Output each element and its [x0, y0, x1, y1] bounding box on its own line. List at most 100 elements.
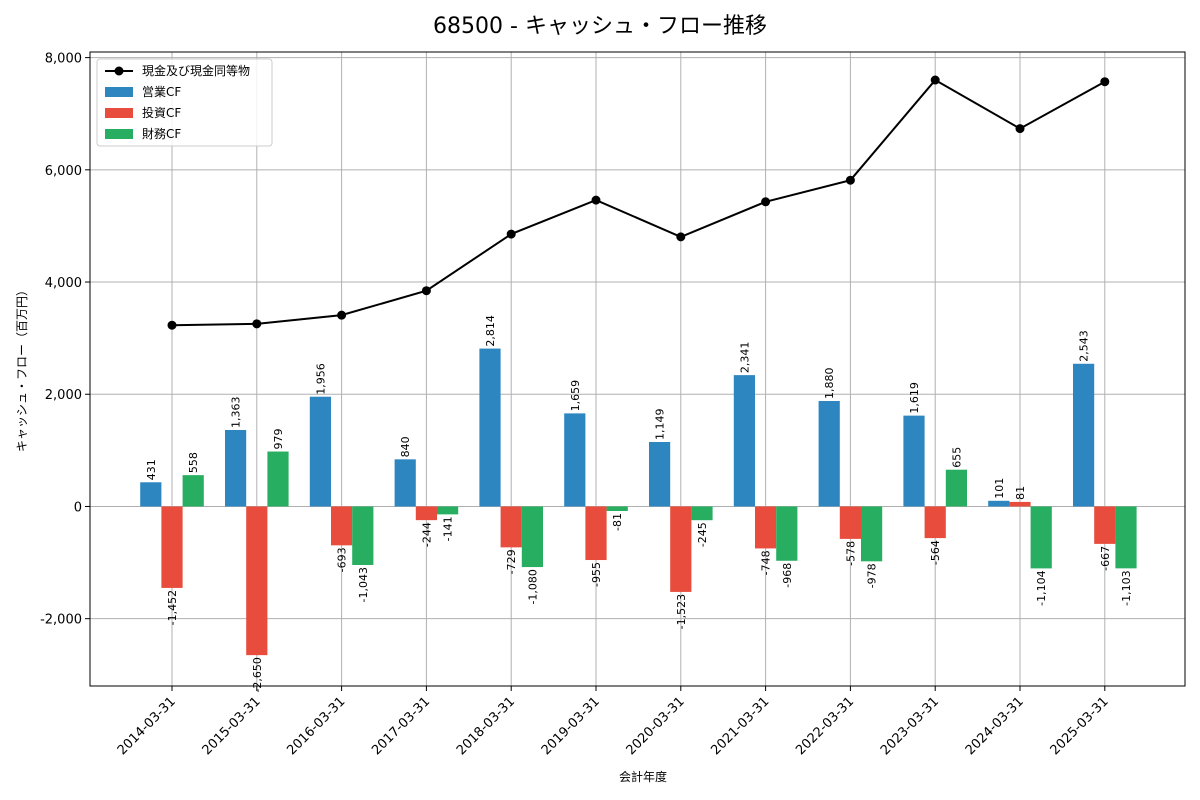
legend-label: 営業CF	[142, 85, 181, 99]
bar-value-label: 2,543	[1078, 330, 1091, 362]
y-tick-label: 6,000	[45, 164, 82, 179]
labels-layer: 431 1,363 1,956 840 2,814 1,659 1,149 2,341 1,88…	[145, 315, 1133, 693]
bar-value-label: -748	[760, 550, 773, 575]
bar-value-label: -245	[696, 522, 709, 547]
bar	[479, 348, 501, 507]
x-tick-label: 2024-03-31	[963, 694, 1027, 758]
bar	[1115, 506, 1137, 569]
bar-value-label: 1,956	[314, 363, 327, 395]
bar-value-label: -564	[929, 540, 942, 565]
bar-value-label: 1,363	[230, 396, 243, 428]
x-tick-label: 2015-03-31	[200, 694, 264, 758]
bar-value-label: -1,103	[1120, 570, 1133, 605]
bars-layer	[140, 348, 1137, 656]
bar-value-label: 840	[399, 436, 412, 457]
bar	[352, 506, 374, 565]
y-tick-label: 2,000	[45, 388, 82, 403]
x-axis-label: 会計年度	[619, 769, 667, 784]
bar-value-label: 1,149	[654, 408, 667, 440]
cash-point	[761, 197, 771, 207]
cash-point	[845, 175, 855, 185]
bar-value-label: -968	[781, 563, 794, 588]
legend-bar-swatch	[105, 108, 133, 118]
bar	[585, 506, 607, 561]
bar-value-label: 81	[1014, 486, 1027, 500]
cash-point	[337, 310, 347, 320]
bar	[818, 400, 840, 507]
x-tick-label: 2014-03-31	[115, 694, 179, 758]
bar-value-label: 558	[187, 452, 200, 473]
bar-value-label: -81	[611, 513, 624, 531]
bar	[246, 506, 268, 656]
bar	[564, 413, 586, 507]
bar-value-label: 979	[272, 429, 285, 450]
bar	[691, 506, 713, 521]
bar	[161, 506, 183, 588]
bar-value-label: -1,043	[357, 567, 370, 602]
bar	[521, 506, 543, 568]
bar-value-label: 2,341	[738, 342, 751, 374]
bar	[988, 500, 1010, 507]
x-tick-label: 2017-03-31	[369, 694, 433, 758]
cash-point	[421, 286, 431, 296]
bar-value-label: -729	[505, 549, 518, 574]
x-tick-label: 2020-03-31	[624, 694, 688, 758]
cash-line	[171, 78, 1106, 327]
cash-point	[930, 75, 940, 85]
bar	[649, 441, 671, 507]
bar-value-label: -667	[1099, 546, 1112, 571]
x-tick-label: 2025-03-31	[1048, 694, 1112, 758]
cash-point	[1015, 124, 1025, 134]
y-tick-label: 4,000	[45, 276, 82, 291]
cash-point	[506, 229, 516, 239]
bar	[415, 506, 437, 521]
bar	[182, 475, 204, 507]
bar-value-label: -578	[844, 541, 857, 566]
bar	[1073, 363, 1095, 507]
bar	[755, 506, 777, 549]
bar	[924, 506, 946, 539]
x-tick-label: 2018-03-31	[454, 694, 518, 758]
chart-title: 68500 - キャッシュ・フロー推移	[433, 14, 767, 39]
bar	[903, 415, 925, 507]
bar-value-label: 2,814	[484, 315, 497, 347]
bar	[945, 469, 967, 507]
bar	[500, 506, 522, 548]
bar	[225, 429, 247, 507]
legend-label: 投資CF	[142, 105, 181, 120]
y-tick-label: -2,000	[40, 613, 82, 628]
line-layer	[167, 75, 1110, 330]
plot-frame	[89, 51, 1186, 687]
x-tick-label: 2019-03-31	[539, 694, 603, 758]
bar-value-label: -1,080	[526, 569, 539, 604]
bar	[1009, 501, 1031, 507]
bar-value-label: -693	[336, 547, 349, 572]
legend-bar-swatch	[105, 87, 133, 97]
bar-value-label: -1,523	[675, 594, 688, 629]
bar	[394, 459, 416, 507]
bar-value-label: -1,104	[1035, 570, 1048, 605]
cash-point	[591, 195, 601, 205]
x-tick-label: 2023-03-31	[878, 694, 942, 758]
bar	[1030, 506, 1052, 569]
bar-value-label: -955	[590, 562, 603, 587]
bar	[267, 451, 289, 507]
legend-bar-swatch	[105, 129, 133, 139]
legend-label: 現金及び現金同等物	[142, 63, 250, 78]
bar	[140, 482, 162, 507]
bar	[1094, 506, 1116, 544]
cash-point	[1100, 77, 1110, 87]
bar	[776, 506, 798, 561]
bar-value-label: -1,452	[166, 590, 179, 625]
bar	[670, 506, 692, 592]
bar-value-label: -978	[866, 563, 879, 588]
cash-point	[167, 320, 177, 330]
bar	[309, 396, 331, 507]
bar-value-label: 101	[993, 478, 1006, 499]
x-tick-label: 2022-03-31	[793, 694, 857, 758]
legend-marker	[114, 66, 124, 76]
bar-value-label: -244	[420, 522, 433, 547]
y-tick-label: 0	[74, 500, 82, 515]
